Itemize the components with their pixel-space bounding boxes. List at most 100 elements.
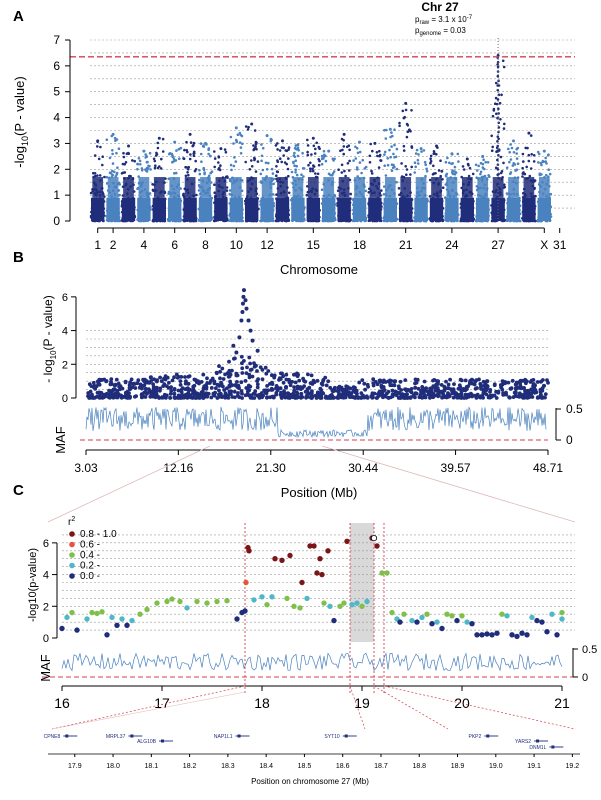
manhattan-point xyxy=(207,174,211,178)
manhattan-band xyxy=(183,197,197,221)
region-peak-point xyxy=(240,301,245,306)
manhattan-point xyxy=(356,168,359,171)
manhattan-point xyxy=(423,160,427,164)
ld-point xyxy=(59,625,65,632)
manhattan-point xyxy=(282,154,286,157)
manhattan-point xyxy=(490,134,494,138)
manhattan-point xyxy=(457,160,460,163)
region-point xyxy=(108,391,113,395)
ld-point xyxy=(464,619,470,625)
manhattan-band xyxy=(429,197,444,221)
manhattan-point xyxy=(405,173,408,176)
region-point xyxy=(477,377,481,382)
region-point xyxy=(218,369,223,374)
manhattan-point xyxy=(377,166,381,169)
manhattan-point xyxy=(383,150,387,154)
region-point xyxy=(527,394,532,399)
region-point xyxy=(427,392,432,396)
x-tick-label: 21 xyxy=(399,238,413,252)
region-point xyxy=(348,386,353,391)
manhattan-point xyxy=(429,157,432,160)
manhattan-point xyxy=(234,160,238,163)
manhattan-point xyxy=(295,164,299,168)
manhattan-point xyxy=(239,152,243,155)
chr27-signal-point xyxy=(496,98,500,101)
region-point xyxy=(364,394,369,399)
manhattan-point xyxy=(101,155,104,158)
ld-point xyxy=(314,570,320,576)
region-point xyxy=(239,354,244,359)
manhattan-point xyxy=(481,162,485,166)
region-peak-point xyxy=(255,348,260,353)
manhattan-point xyxy=(505,166,509,169)
region-point xyxy=(501,391,505,396)
ld-point xyxy=(317,556,323,562)
manhattan-point xyxy=(383,164,387,167)
region-point xyxy=(321,391,326,396)
manhattan-point xyxy=(382,193,386,196)
region-point xyxy=(247,355,252,360)
manhattan-point xyxy=(295,148,298,151)
panel-c-maf-label: MAF xyxy=(38,654,53,682)
manhattan-point xyxy=(159,167,163,170)
manhattan-point xyxy=(433,152,437,155)
x-tick-label: 31 xyxy=(553,238,567,252)
manhattan-peak-point xyxy=(157,136,161,140)
manhattan-point xyxy=(296,154,300,158)
manhattan-point xyxy=(514,169,517,172)
manhattan-point xyxy=(370,169,373,173)
manhattan-point xyxy=(260,143,263,146)
region-point xyxy=(396,384,401,389)
manhattan-point xyxy=(406,130,410,134)
manhattan-band xyxy=(291,197,305,221)
maf-tick-label: 0 xyxy=(566,433,573,447)
manhattan-point xyxy=(276,142,279,145)
manhattan-point xyxy=(185,166,188,169)
manhattan-band xyxy=(169,177,181,198)
manhattan-point xyxy=(491,114,495,118)
region-point xyxy=(422,379,427,384)
ld-point xyxy=(124,622,130,628)
ld-point xyxy=(389,609,395,616)
chr27-signal-point xyxy=(496,149,499,152)
region-point xyxy=(479,385,483,390)
manhattan-point xyxy=(417,162,420,165)
manhattan-point xyxy=(331,172,335,175)
manhattan-point xyxy=(391,166,395,169)
gene-track-tick-label: 18.7 xyxy=(374,763,388,770)
manhattan-point xyxy=(309,169,312,173)
manhattan-point xyxy=(217,156,221,159)
gene-exon xyxy=(237,734,241,738)
region-point xyxy=(467,393,472,398)
manhattan-point xyxy=(340,163,344,167)
manhattan-peak-point xyxy=(234,126,238,130)
region-point xyxy=(296,372,300,377)
region-point xyxy=(402,396,406,400)
region-point xyxy=(127,385,132,390)
manhattan-point xyxy=(320,162,324,166)
chr27-signal-point xyxy=(496,74,500,78)
zoom-connector-line xyxy=(51,691,246,730)
y-tick-label: 4 xyxy=(43,570,49,582)
manhattan-point xyxy=(187,173,190,177)
manhattan-point xyxy=(502,127,506,130)
manhattan-point xyxy=(371,149,374,153)
manhattan-point xyxy=(213,165,216,169)
panel-a-y-axis: 0 1 2 3 4 5 6 7 xyxy=(53,33,71,228)
region-point xyxy=(282,391,287,396)
manhattan-peak-point xyxy=(173,140,177,144)
region-point xyxy=(476,394,480,399)
manhattan-point xyxy=(96,174,99,177)
manhattan-point xyxy=(509,143,512,146)
legend-label: 0.8 - 1.0 xyxy=(80,529,117,540)
region-point xyxy=(481,391,486,396)
manhattan-band xyxy=(337,197,351,221)
ld-point xyxy=(291,603,297,609)
region-point xyxy=(90,392,94,397)
manhattan-peak-point xyxy=(435,144,438,148)
region-point xyxy=(108,395,112,400)
ld-point xyxy=(325,548,331,554)
region-point xyxy=(264,388,269,393)
manhattan-point xyxy=(389,155,392,159)
manhattan-point xyxy=(401,109,405,113)
